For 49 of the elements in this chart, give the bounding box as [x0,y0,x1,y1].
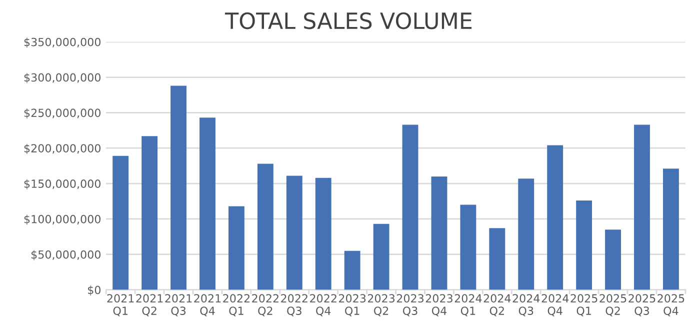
bar [200,118,216,290]
x-tick-label: 2024 Q3 [512,294,540,316]
x-tick-label: 2022 Q3 [281,294,308,316]
bar [489,228,506,290]
bar [402,124,418,290]
bar [662,168,679,290]
bar [460,204,476,290]
bar [112,156,129,290]
x-tick-label: 2025 Q2 [600,294,626,316]
bar [576,200,592,290]
x-tick-label: 2023 Q3 [396,294,424,316]
x-tick-label: 2024 Q2 [484,294,511,316]
bar [315,178,332,290]
y-tick-label: $250,000,000 [24,108,100,119]
y-tick-label: $350,000,000 [24,38,100,48]
bar [547,145,564,290]
bar [431,176,448,290]
x-tick-label: 2021 Q2 [136,294,163,316]
x-tick-label: 2021 Q3 [165,294,192,316]
y-tick-label: $200,000,000 [24,144,100,154]
x-tick-label: 2023 Q1 [338,294,366,316]
x-tick-label: 2023 Q2 [368,294,395,316]
bar [634,124,650,290]
x-tick-label: 2025 Q1 [570,294,598,316]
x-tick-label: 2021 Q1 [107,294,134,316]
y-tick-label: $150,000,000 [24,179,100,190]
y-tick-label: $300,000,000 [24,73,100,84]
bar [142,136,158,290]
bar [605,230,621,290]
x-tick-label: 2025 Q4 [658,294,684,316]
x-tick-label: 2023 Q4 [426,294,452,316]
x-tick-label: 2024 Q1 [454,294,482,316]
bar [257,164,274,290]
chart-title: TOTAL SALES VOLUME [224,12,472,30]
y-tick-label: $0 [88,286,100,296]
bar [344,250,360,290]
x-tick-label: 2022 Q2 [252,294,278,316]
x-tick-label: 2024 Q4 [542,294,569,316]
x-tick-label: 2022 Q1 [223,294,250,316]
bar [170,86,186,290]
bar [373,224,390,290]
x-tick-label: 2025 Q3 [628,294,656,316]
y-tick-label: $50,000,000 [31,250,100,260]
x-tick-label: 2022 Q4 [310,294,336,316]
bar [518,178,534,290]
bar [286,176,302,290]
bar [228,206,244,290]
y-tick-label: $100,000,000 [24,214,100,225]
x-tick-label: 2021 Q4 [194,294,221,316]
